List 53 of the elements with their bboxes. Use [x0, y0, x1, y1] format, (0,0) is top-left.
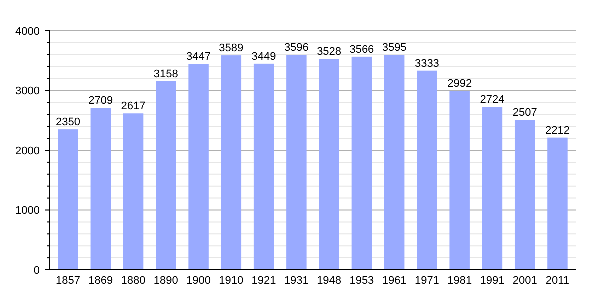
bar — [352, 56, 372, 270]
data-label: 2507 — [512, 107, 538, 120]
data-label: 3589 — [219, 42, 244, 55]
bar — [221, 56, 242, 270]
data-label: 2350 — [56, 116, 81, 129]
data-label: 3449 — [252, 50, 276, 63]
x-tick-label: 1953 — [350, 275, 374, 287]
x-tick-label: 1857 — [56, 275, 81, 287]
x-tick-label: 1961 — [382, 275, 407, 287]
bar — [58, 130, 78, 270]
x-tick-label: 2011 — [546, 275, 570, 287]
x-tick-label: 1869 — [88, 275, 114, 287]
x-tick-label: 1900 — [186, 275, 212, 287]
x-tick-label: 1971 — [414, 275, 440, 287]
data-label: 2617 — [121, 100, 146, 113]
bar — [156, 81, 176, 270]
bar — [384, 55, 405, 270]
data-label: 3595 — [382, 42, 407, 54]
bar — [319, 59, 340, 270]
x-tick-label: 1981 — [448, 275, 472, 287]
x-tick-label: 1991 — [480, 275, 505, 287]
data-label: 2724 — [480, 94, 505, 106]
y-tick-label: 2000 — [16, 145, 40, 158]
data-label: 3158 — [154, 68, 178, 80]
data-label: 2992 — [448, 78, 472, 90]
data-label: 3333 — [414, 58, 440, 70]
y-tick-label: 4000 — [16, 26, 40, 38]
x-tick-label: 1931 — [284, 275, 309, 287]
bar — [417, 70, 438, 270]
x-tick-label: 1890 — [154, 275, 178, 287]
bar — [548, 138, 568, 270]
data-label: 3566 — [350, 44, 374, 56]
data-label: 2709 — [88, 95, 114, 108]
x-tick-label: 1948 — [317, 275, 342, 287]
bar — [286, 55, 307, 270]
y-tick-label: 3000 — [16, 86, 40, 98]
bar — [123, 114, 144, 270]
x-tick-label: 1921 — [252, 275, 276, 287]
y-tick-label: 1000 — [16, 205, 40, 218]
bar — [514, 120, 536, 270]
data-label: 3447 — [186, 51, 212, 64]
y-tick-label: 0 — [34, 264, 40, 277]
x-tick-label: 1910 — [219, 275, 244, 287]
data-label: 3596 — [284, 42, 309, 54]
data-label: 2212 — [545, 124, 570, 137]
bar — [90, 108, 112, 270]
x-tick-label: 1880 — [121, 275, 146, 287]
data-label: 3528 — [317, 46, 342, 58]
bar — [482, 107, 503, 270]
bar — [450, 91, 470, 270]
bar — [254, 64, 274, 270]
bar — [188, 64, 209, 270]
x-tick-label: 2001 — [512, 275, 538, 287]
